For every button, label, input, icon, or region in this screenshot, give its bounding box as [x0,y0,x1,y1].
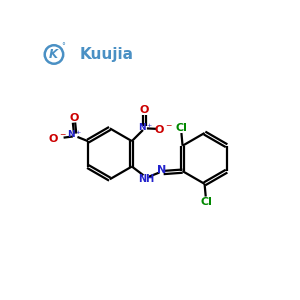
Text: K: K [49,48,58,61]
Text: NH: NH [138,173,154,184]
Text: O: O [69,113,79,124]
Text: O$^-$: O$^-$ [154,123,172,135]
Text: °: ° [62,42,66,51]
Text: Cl: Cl [201,196,213,207]
Text: N$^+$: N$^+$ [67,128,82,140]
Text: O$^-$: O$^-$ [48,132,67,144]
Text: N: N [157,165,167,175]
Text: Cl: Cl [176,123,187,134]
Text: O: O [140,105,149,116]
Text: N$^+$: N$^+$ [138,121,153,133]
Text: Kuujia: Kuujia [80,47,134,62]
